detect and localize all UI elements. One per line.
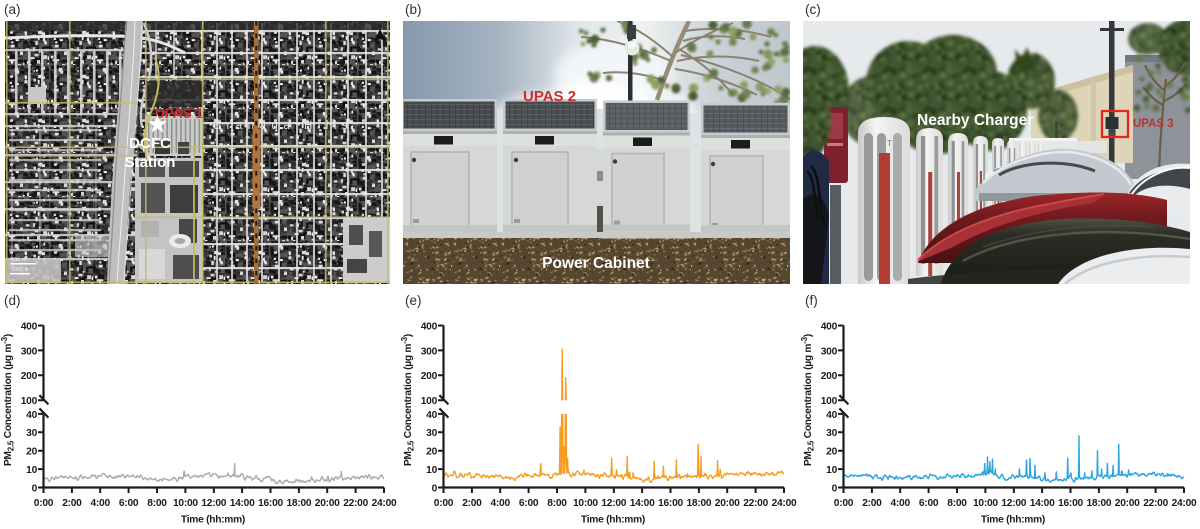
svg-text:20: 20 (826, 447, 837, 458)
svg-text:300: 300 (821, 346, 838, 357)
svg-text:18:00: 18:00 (1086, 498, 1111, 509)
svg-text:2:00: 2:00 (862, 498, 882, 509)
svg-text:Nearby Charger: Nearby Charger (917, 112, 1033, 129)
svg-text:0: 0 (432, 483, 438, 494)
svg-text:30: 30 (826, 428, 837, 439)
svg-text:10: 10 (826, 465, 837, 476)
svg-text:500 m: 500 m (11, 257, 27, 263)
svg-text:Granada Hills: Granada Hills (212, 120, 353, 132)
svg-text:PM2.5 Concentration (µg m-3): PM2.5 Concentration (µg m-3) (800, 334, 816, 466)
svg-text:4:00: 4:00 (91, 498, 111, 509)
svg-text:300: 300 (21, 346, 38, 357)
svg-text:20:00: 20:00 (715, 498, 740, 509)
svg-text:14:00: 14:00 (230, 498, 255, 509)
svg-text:24:00: 24:00 (372, 498, 397, 509)
svg-text:2:00: 2:00 (462, 498, 482, 509)
svg-text:22:00: 22:00 (343, 498, 368, 509)
svg-text:12:00: 12:00 (601, 498, 626, 509)
svg-text:8:00: 8:00 (147, 498, 167, 509)
svg-text:18:00: 18:00 (686, 498, 711, 509)
svg-text:40: 40 (426, 410, 437, 421)
svg-text:400: 400 (21, 321, 38, 332)
svg-text:0: 0 (832, 483, 838, 494)
svg-text:16:00: 16:00 (658, 498, 683, 509)
svg-text:200: 200 (21, 371, 38, 382)
svg-text:12:00: 12:00 (1001, 498, 1026, 509)
svg-text:40: 40 (826, 410, 837, 421)
svg-text:PM2.5 Concentration (µg m-3): PM2.5 Concentration (µg m-3) (400, 334, 416, 466)
svg-text:T: T (887, 139, 892, 148)
svg-text:6:00: 6:00 (519, 498, 539, 509)
svg-text:300: 300 (421, 346, 438, 357)
svg-text:14:00: 14:00 (630, 498, 655, 509)
svg-text:400: 400 (821, 321, 838, 332)
svg-text:10:00: 10:00 (973, 498, 998, 509)
svg-text:8:00: 8:00 (547, 498, 567, 509)
svg-text:Time (hh:mm): Time (hh:mm) (981, 515, 1045, 526)
svg-text:Power Cabinet: Power Cabinet (542, 255, 650, 272)
svg-text:30: 30 (26, 428, 37, 439)
svg-text:UPAS 3: UPAS 3 (1133, 118, 1174, 130)
svg-text:10:00: 10:00 (173, 498, 198, 509)
svg-text:4:00: 4:00 (491, 498, 511, 509)
svg-text:100: 100 (21, 396, 38, 407)
svg-text:20:00: 20:00 (1115, 498, 1140, 509)
svg-text:100: 100 (421, 396, 438, 407)
svg-text:UPAS 1: UPAS 1 (155, 106, 203, 121)
svg-text:0:00: 0:00 (834, 498, 854, 509)
svg-text:10: 10 (426, 465, 437, 476)
svg-text:0:00: 0:00 (434, 498, 454, 509)
svg-text:6:00: 6:00 (919, 498, 939, 509)
svg-text:0:00: 0:00 (34, 498, 54, 509)
svg-text:PM2.5 Concentration (µg m-3): PM2.5 Concentration (µg m-3) (0, 334, 16, 466)
svg-text:12:00: 12:00 (201, 498, 226, 509)
svg-text:Station: Station (124, 154, 175, 171)
svg-text:14:00: 14:00 (1030, 498, 1055, 509)
svg-text:22:00: 22:00 (1143, 498, 1168, 509)
svg-text:22:00: 22:00 (743, 498, 768, 509)
svg-text:DCFC: DCFC (129, 135, 171, 152)
svg-text:1000 ft: 1000 ft (11, 267, 28, 273)
svg-text:16:00: 16:00 (1058, 498, 1083, 509)
svg-text:Time (hh:mm): Time (hh:mm) (181, 515, 245, 526)
svg-text:4:00: 4:00 (891, 498, 911, 509)
svg-text:400: 400 (421, 321, 438, 332)
svg-text:20: 20 (426, 447, 437, 458)
svg-text:0: 0 (32, 483, 38, 494)
svg-text:30: 30 (426, 428, 437, 439)
svg-text:200: 200 (421, 371, 438, 382)
svg-text:2:00: 2:00 (62, 498, 82, 509)
svg-text:24:00: 24:00 (1172, 498, 1197, 509)
svg-text:20:00: 20:00 (315, 498, 340, 509)
svg-text:6:00: 6:00 (119, 498, 139, 509)
svg-text:N: N (377, 24, 381, 30)
svg-text:200: 200 (821, 371, 838, 382)
svg-text:20: 20 (26, 447, 37, 458)
svg-text:24:00: 24:00 (772, 498, 797, 509)
svg-text:18:00: 18:00 (286, 498, 311, 509)
svg-text:10:00: 10:00 (573, 498, 598, 509)
svg-text:40: 40 (26, 410, 37, 421)
svg-text:8:00: 8:00 (947, 498, 967, 509)
svg-text:10: 10 (26, 465, 37, 476)
svg-text:UPAS 2: UPAS 2 (523, 88, 576, 105)
svg-text:100: 100 (821, 396, 838, 407)
svg-text:16:00: 16:00 (258, 498, 283, 509)
svg-text:Time (hh:mm): Time (hh:mm) (581, 515, 645, 526)
